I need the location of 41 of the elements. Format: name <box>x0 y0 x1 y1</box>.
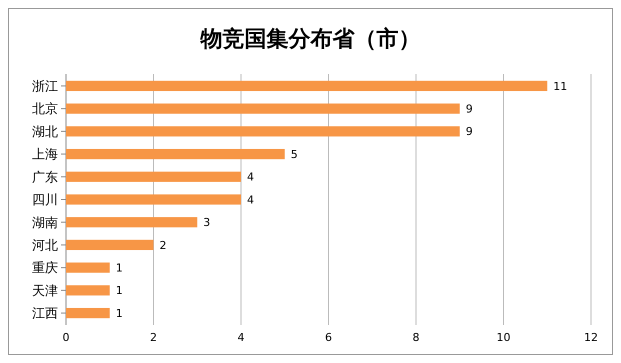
x-tick-label: 12 <box>584 331 598 344</box>
bar <box>66 217 198 228</box>
data-label: 11 <box>553 80 568 93</box>
y-tick-label: 广东 <box>32 170 58 186</box>
chart-title: 物竞国集分布省（市） <box>200 26 420 52</box>
y-tick-label: 上海 <box>32 148 58 163</box>
data-label: 2 <box>160 238 166 252</box>
bar <box>66 172 241 182</box>
y-tick-label: 江西 <box>32 306 58 322</box>
bar <box>66 308 110 318</box>
y-tick-label: 河北 <box>32 238 58 254</box>
y-tick-label: 北京 <box>32 102 58 118</box>
y-tick-label: 天津 <box>32 284 58 299</box>
bar <box>66 148 285 160</box>
y-tick-label: 四川 <box>32 193 58 208</box>
x-tick-label: 4 <box>238 331 244 344</box>
bar <box>66 80 548 92</box>
y-tick-label: 湖北 <box>32 124 58 140</box>
bar <box>66 126 460 136</box>
x-tick-label: 8 <box>412 331 420 344</box>
x-tick-label: 2 <box>150 331 157 344</box>
bar <box>66 285 110 296</box>
x-tick-label: 6 <box>325 331 332 344</box>
y-tick-label: 重庆 <box>32 261 58 276</box>
data-label: 4 <box>247 170 254 184</box>
bar <box>66 240 154 250</box>
y-tick-label: 湖南 <box>32 216 58 231</box>
data-label: 4 <box>247 193 254 206</box>
data-label: 1 <box>116 261 123 274</box>
y-tick-label: 浙江 <box>32 79 58 94</box>
bar <box>66 262 110 273</box>
x-tick-label: 0 <box>62 331 70 344</box>
bar <box>66 194 241 205</box>
data-label: 3 <box>203 216 210 230</box>
data-label: 9 <box>466 125 473 138</box>
data-label: 9 <box>466 102 473 116</box>
x-tick-label: 10 <box>496 331 510 344</box>
data-label: 1 <box>116 306 123 320</box>
bar <box>66 104 460 114</box>
data-label: 1 <box>116 284 123 298</box>
data-label: 5 <box>290 148 298 161</box>
